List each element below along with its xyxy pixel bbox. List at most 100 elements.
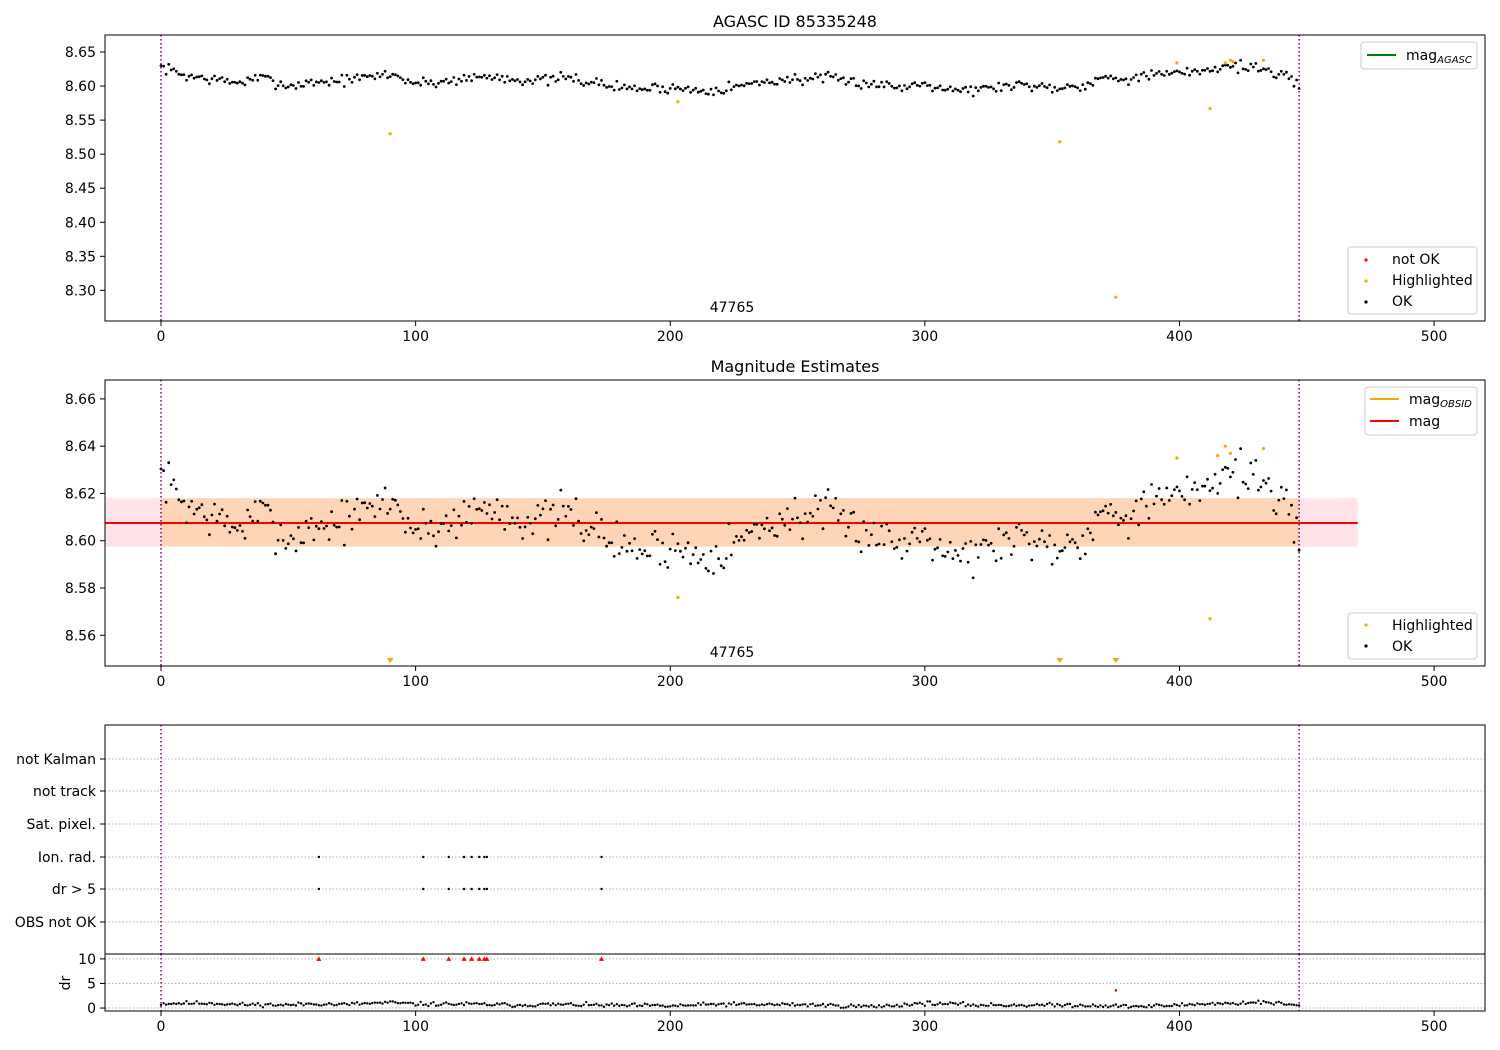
ok-point bbox=[663, 90, 667, 93]
ok-point bbox=[849, 77, 853, 80]
ok-point bbox=[821, 527, 825, 531]
ok-point bbox=[689, 90, 692, 94]
dr-point bbox=[488, 1003, 491, 1007]
ok-point bbox=[920, 81, 924, 85]
dr-point bbox=[437, 1004, 440, 1007]
ok-point bbox=[712, 572, 715, 575]
ok-point bbox=[1027, 85, 1031, 89]
ok-point bbox=[182, 499, 186, 503]
dr-point bbox=[768, 1002, 771, 1005]
ok-point bbox=[1180, 71, 1184, 75]
ok-point bbox=[312, 538, 316, 542]
ok-point bbox=[1257, 69, 1260, 73]
ok-point bbox=[1267, 477, 1270, 480]
ok-point bbox=[424, 521, 428, 525]
dr-point bbox=[302, 1004, 305, 1007]
ok-point bbox=[1071, 538, 1074, 541]
dr-point bbox=[559, 1003, 562, 1006]
dr-point bbox=[404, 1001, 407, 1004]
ok-point bbox=[707, 569, 710, 573]
dr-point bbox=[1025, 1005, 1028, 1008]
ok-point bbox=[345, 499, 349, 503]
ok-point bbox=[1246, 487, 1250, 490]
x-tick-label: 500 bbox=[1421, 1019, 1448, 1035]
ok-point bbox=[251, 78, 255, 82]
ok-point bbox=[882, 543, 886, 546]
dr-point bbox=[623, 1004, 626, 1007]
dr-point bbox=[992, 1003, 995, 1007]
dr-point bbox=[467, 1002, 471, 1005]
ok-point bbox=[1132, 76, 1135, 79]
ok-point bbox=[1241, 480, 1245, 484]
ok-point bbox=[399, 76, 402, 79]
ok-point bbox=[913, 81, 917, 85]
dr-point bbox=[839, 1006, 842, 1009]
ok-point bbox=[1022, 83, 1026, 86]
dr-point bbox=[1213, 1003, 1217, 1006]
ok-point bbox=[1175, 69, 1179, 73]
ok-point bbox=[908, 542, 911, 546]
ok-point bbox=[984, 539, 988, 542]
dr-point bbox=[373, 1001, 377, 1004]
dr-point bbox=[1277, 1000, 1281, 1003]
ok-point bbox=[391, 497, 395, 501]
dr-point bbox=[1132, 1004, 1135, 1008]
agasc-magnitude-panel: AGASC ID 85335248 47765 0 100 200 300 400 500… bbox=[65, 12, 1486, 345]
dr-point bbox=[1058, 1004, 1062, 1007]
ok-point bbox=[342, 543, 346, 547]
ok-point bbox=[325, 80, 328, 84]
ok-point bbox=[862, 520, 866, 523]
highlighted-point bbox=[1261, 58, 1266, 62]
ok-point bbox=[600, 79, 603, 82]
dr-point bbox=[1152, 1004, 1156, 1007]
ok-point bbox=[745, 528, 748, 532]
dr-point bbox=[529, 1004, 532, 1007]
ok-point bbox=[931, 558, 934, 562]
ok-point bbox=[701, 553, 705, 556]
dr-point bbox=[546, 1002, 550, 1005]
ok-point bbox=[1022, 533, 1026, 537]
dr-point bbox=[539, 1002, 542, 1006]
ok-point bbox=[404, 81, 407, 85]
ok-point bbox=[1137, 79, 1141, 83]
dr-point bbox=[977, 1005, 980, 1008]
dr-point bbox=[811, 1002, 814, 1005]
ok-point bbox=[946, 87, 950, 91]
ok-point bbox=[225, 77, 229, 81]
dr-point bbox=[692, 1004, 695, 1007]
ok-point bbox=[220, 76, 224, 79]
ok-point bbox=[892, 86, 896, 90]
ok-point bbox=[325, 524, 328, 528]
y-tick-label: 8.65 bbox=[65, 45, 96, 61]
ok-point bbox=[717, 89, 720, 93]
ok-point bbox=[849, 512, 853, 515]
ok-point bbox=[900, 89, 904, 93]
ok-point bbox=[495, 498, 499, 502]
ok-point bbox=[1104, 504, 1107, 508]
flag-point bbox=[462, 855, 466, 859]
x-tick-label: 300 bbox=[911, 674, 938, 690]
ok-point bbox=[829, 74, 832, 78]
dr-plot-area bbox=[105, 954, 1485, 1011]
ok-point bbox=[437, 530, 440, 534]
dr-point bbox=[569, 1002, 573, 1005]
ok-point bbox=[470, 79, 473, 83]
highlighted-point bbox=[1261, 446, 1266, 451]
ok-point bbox=[966, 90, 970, 94]
ok-point bbox=[956, 554, 960, 557]
y-tick-label: 8.60 bbox=[65, 534, 96, 550]
ok-point bbox=[439, 522, 443, 525]
ok-point bbox=[742, 84, 746, 88]
dr-point bbox=[1091, 1003, 1095, 1006]
dr-point bbox=[386, 1001, 389, 1004]
panel-1-annotation: 47765 bbox=[710, 300, 755, 316]
ok-point bbox=[358, 78, 361, 82]
dr-point bbox=[315, 1003, 318, 1006]
dr-point bbox=[1147, 1003, 1151, 1007]
ok-point bbox=[317, 81, 321, 84]
legend-marker-highlighted bbox=[1364, 279, 1368, 283]
ok-point bbox=[225, 514, 229, 518]
ok-point bbox=[256, 78, 260, 82]
ok-point bbox=[1078, 557, 1082, 560]
ok-point bbox=[951, 557, 955, 560]
